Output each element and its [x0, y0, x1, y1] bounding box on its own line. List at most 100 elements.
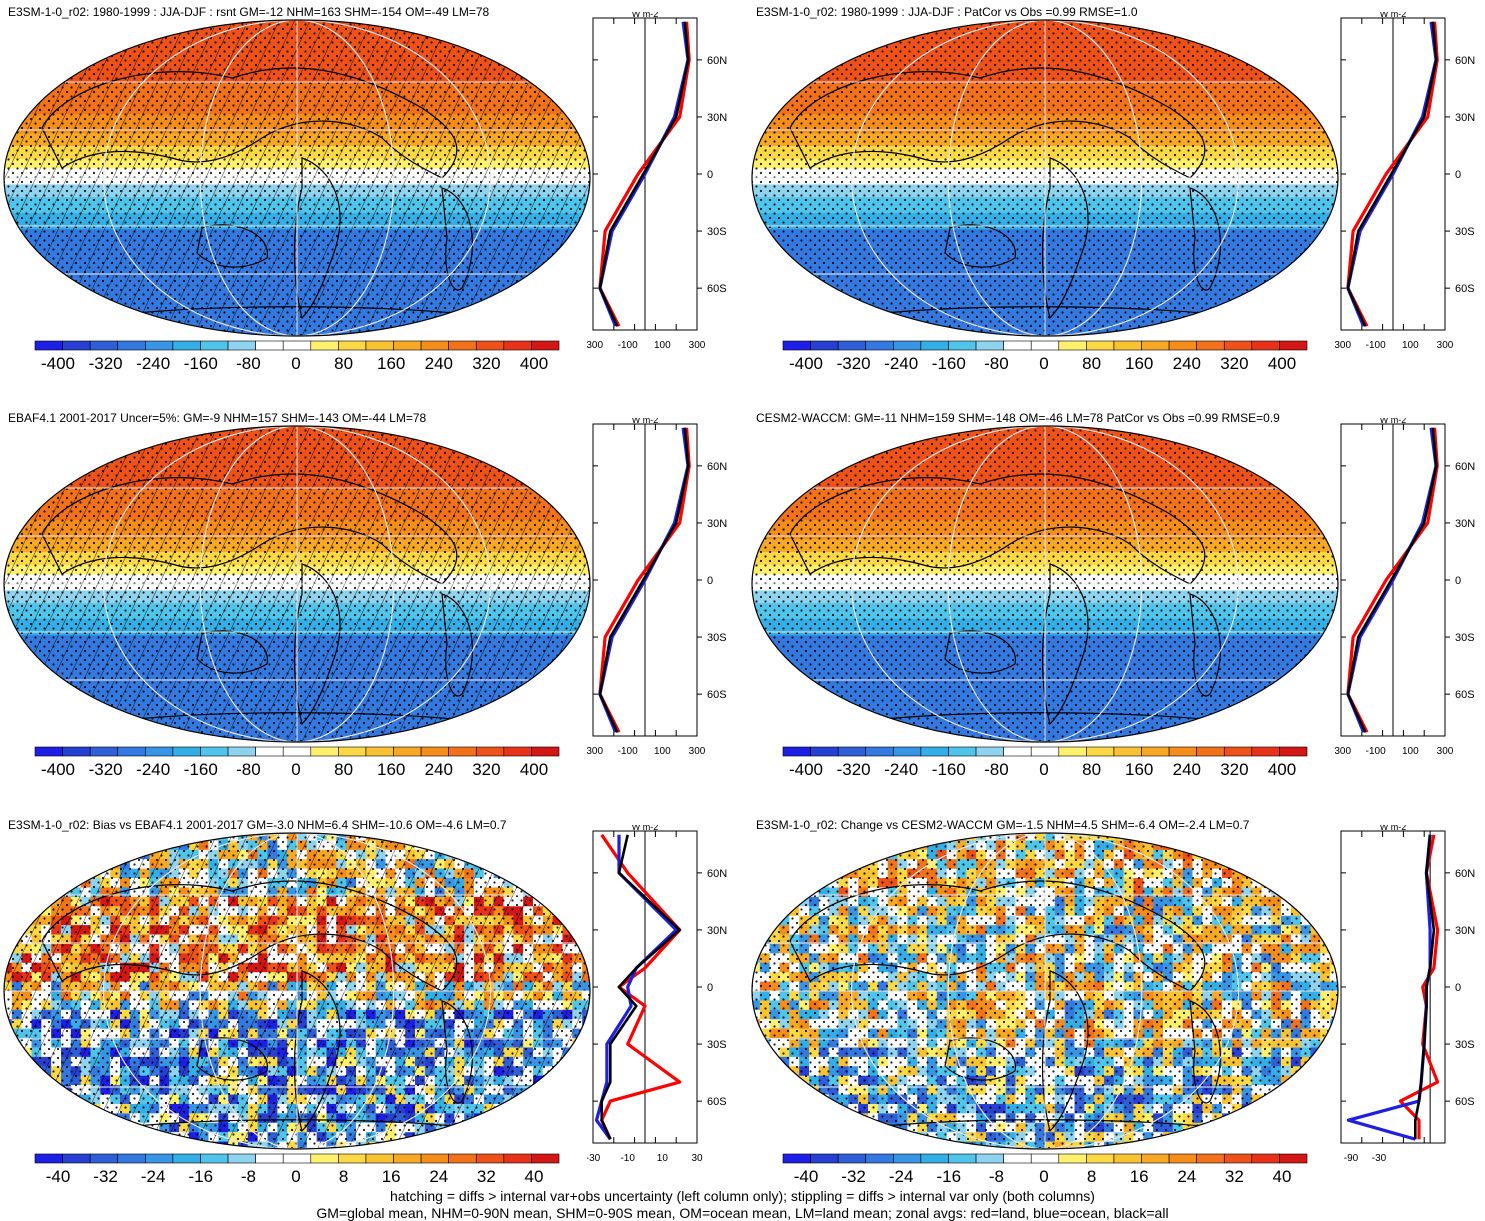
- coastline: [1189, 593, 1221, 697]
- colorbar-tick-label: -320: [836, 760, 871, 779]
- colorbar-tick-label: 32: [1224, 1167, 1244, 1186]
- colorbar-tick-label: 0: [291, 354, 301, 373]
- colorbar-segment: [200, 1153, 229, 1164]
- colorbar-segment: [1003, 746, 1032, 757]
- graticule-lon: [947, 426, 1143, 742]
- zonal-x-tick-label: 300: [1437, 340, 1454, 351]
- coastline: [1041, 970, 1089, 1133]
- colorbar-segment: [1251, 1153, 1280, 1164]
- colorbar-segment: [172, 1153, 201, 1164]
- lat-tick-label: 60N: [1455, 868, 1475, 880]
- colorbar-tick-label: 16: [381, 1167, 401, 1186]
- colorbar-tick-label: 0: [1039, 760, 1049, 779]
- lat-tick-label: 0: [707, 982, 713, 994]
- colorbar-tick-label: -32: [93, 1167, 118, 1186]
- colorbar-tick-label: 80: [1082, 354, 1102, 373]
- zonal-mean-plot: W m-2 60N 30N 0 30S 60S -30 -10 10 30: [587, 825, 727, 1164]
- graticule-lon: [103, 833, 491, 1149]
- colorbar-segment: [1251, 746, 1280, 757]
- colorbar-segment: [227, 746, 256, 757]
- coastline: [1189, 1000, 1221, 1104]
- zonal-x-tick-label: 30: [691, 1153, 703, 1164]
- lat-tick-label: 0: [1455, 982, 1461, 994]
- lat-tick-label: 30S: [707, 226, 727, 238]
- lat-tick-label: 30S: [707, 632, 727, 644]
- colorbar-segment: [89, 1153, 119, 1164]
- lat-tick-label: 60N: [1455, 461, 1475, 473]
- colorbar-segment: [1196, 340, 1225, 351]
- colorbar-tick-label: 240: [1172, 354, 1201, 373]
- graticule-lon: [947, 20, 1143, 336]
- zonal-mean-plot: W m-2 60N 30N 0 30S 60S -300 -100 100 300: [587, 12, 727, 351]
- lat-tick-label: 60N: [1455, 55, 1475, 67]
- colorbar-segment: [920, 746, 949, 757]
- zonal-unit-label: W m-2: [1380, 825, 1407, 832]
- colorbar-tick-label: 400: [1267, 760, 1297, 779]
- lat-tick-label: 60S: [707, 689, 727, 701]
- lat-tick-label: 60S: [707, 1096, 727, 1108]
- colorbar-tick-label: -160: [183, 760, 218, 779]
- coastline: [293, 157, 341, 320]
- lat-tick-label: 0: [1455, 169, 1461, 181]
- colorbar-segment: [172, 340, 201, 351]
- colorbar-segment: [1058, 1153, 1087, 1164]
- colorbar-segment: [1030, 1153, 1060, 1164]
- colorbar-tick-label: -80: [984, 354, 1009, 373]
- colorbar: [782, 1153, 1308, 1164]
- coastline: [789, 880, 1206, 992]
- colorbar-segment: [975, 746, 1004, 757]
- colorbar-labels: -400 -320 -240 -160 -80 0 80 160 240 320 400: [34, 760, 558, 782]
- colorbar-segment: [865, 1153, 894, 1164]
- colorbar-segment: [1141, 746, 1170, 757]
- colorbar-tick-label: -320: [88, 354, 123, 373]
- coastline: [196, 630, 268, 674]
- colorbar-tick-label: -32: [841, 1167, 866, 1186]
- colorbar-segment: [145, 1153, 174, 1164]
- colorbar-tick-label: -400: [788, 760, 824, 779]
- colorbar-segment: [255, 746, 284, 757]
- colorbar-segment: [200, 746, 229, 757]
- colorbar-segment: [503, 746, 532, 757]
- colorbar-tick-label: 320: [1220, 760, 1249, 779]
- colorbar-segment: [255, 340, 284, 351]
- colorbar-segment: [200, 340, 229, 351]
- zonal-x-tick-label: 100: [1402, 746, 1419, 757]
- coastline: [293, 970, 341, 1133]
- panel-title: EBAF4.1 2001-2017 Uncer=5%: GM=-9 NHM=15…: [8, 411, 427, 425]
- colorbar-segment: [117, 746, 146, 757]
- colorbar-segment: [338, 1153, 367, 1164]
- colorbar-segment: [810, 746, 839, 757]
- zonal-curve-land: [600, 833, 682, 1140]
- lat-tick-label: 60N: [707, 868, 727, 880]
- zonal-unit-label: W m-2: [632, 12, 659, 19]
- colorbar-tick-label: 160: [377, 354, 406, 373]
- zonal-unit-label: W m-2: [1380, 12, 1407, 19]
- map-border: [751, 832, 1339, 1150]
- coastline: [1189, 187, 1221, 291]
- colorbar-segment: [365, 340, 394, 351]
- colorbar-segment: [865, 340, 894, 351]
- zonal-curve-all: [600, 834, 681, 1140]
- graticule-lon: [851, 833, 1239, 1149]
- colorbar-tick-label: 160: [1125, 760, 1154, 779]
- coastline: [944, 224, 1016, 268]
- colorbar-segment: [531, 746, 560, 757]
- colorbar-segment: [920, 1153, 949, 1164]
- lat-tick-label: 0: [707, 169, 713, 181]
- colorbar-tick-label: 0: [291, 760, 301, 779]
- zonal-x-tick-label: 100: [1402, 340, 1419, 351]
- colorbar-segment: [338, 746, 367, 757]
- colorbar-segment: [975, 340, 1004, 351]
- coastline: [944, 630, 1016, 674]
- zonal-x-tick-label: -300: [1335, 340, 1351, 351]
- zonal-x-tick-label: -10: [620, 1153, 635, 1164]
- colorbar-segment: [948, 746, 977, 757]
- panel-title: E3SM-1-0_r02: Change vs CESM2-WACCM GM=-…: [756, 818, 1250, 832]
- zonal-x-tick-label: 300: [689, 746, 706, 757]
- colorbar-segment: [975, 1153, 1004, 1164]
- zonal-x-tick-label: 100: [654, 340, 671, 351]
- colorbar-segment: [34, 1153, 63, 1164]
- colorbar: [782, 746, 1308, 757]
- coastline: [196, 1037, 268, 1081]
- colorbar-segment: [1223, 746, 1253, 757]
